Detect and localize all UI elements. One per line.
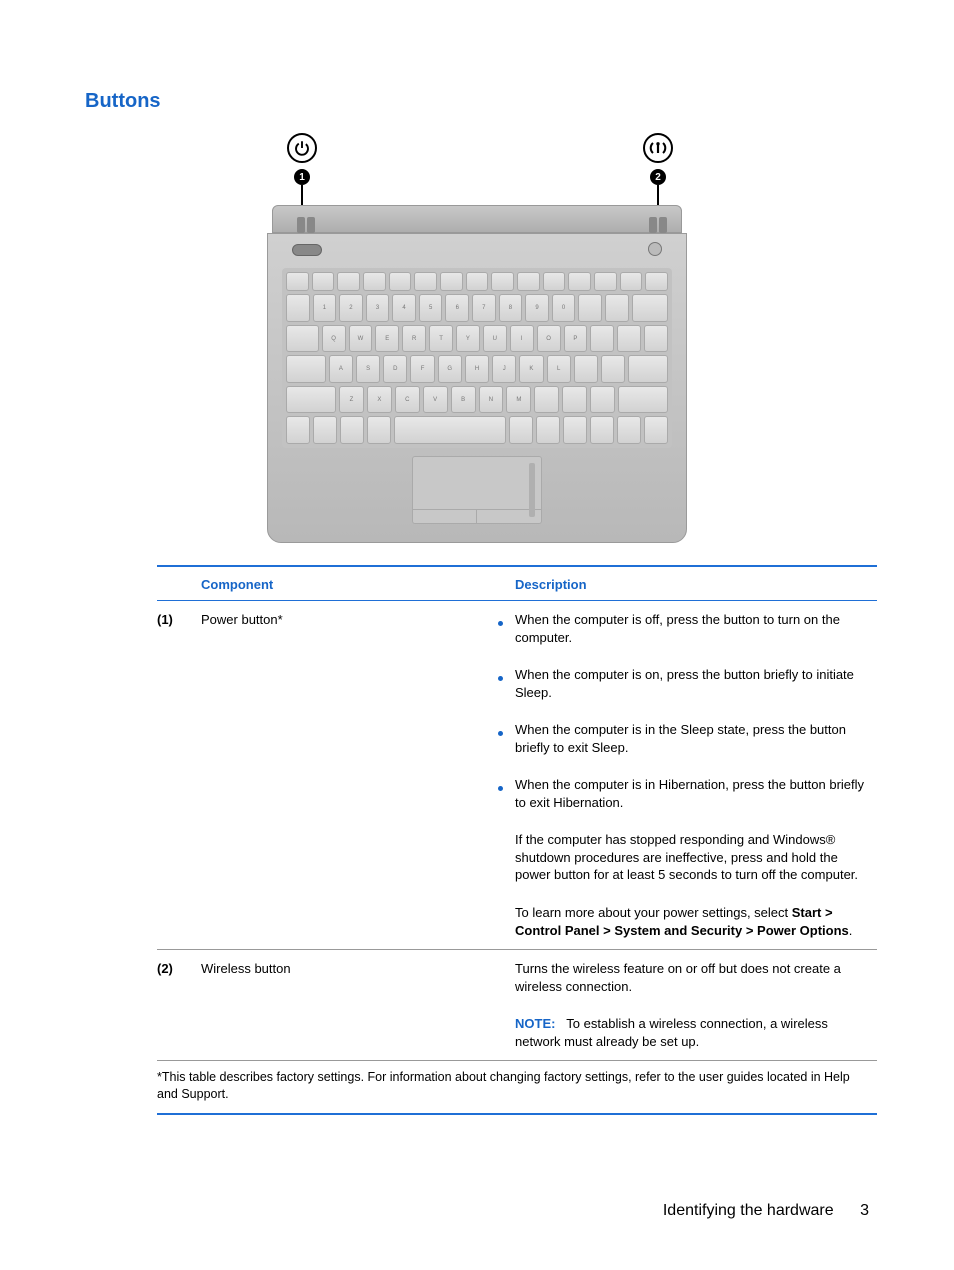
laptop-lid: [272, 205, 682, 233]
row1-para1: If the computer has stopped responding a…: [515, 821, 877, 894]
touchpad-graphic: [412, 456, 542, 524]
table-footnote: *This table describes factory settings. …: [157, 1061, 877, 1114]
hinge-left: [297, 217, 305, 233]
hinge-left-2: [307, 217, 315, 233]
col-header-description: Description: [515, 567, 877, 601]
callout-badge-1: 1: [294, 169, 310, 185]
page-number: 3: [860, 1202, 869, 1219]
laptop-diagram: 1 2 1234567890 QWERTYUIOP ASDFGHJKL ZXCV…: [267, 133, 687, 543]
wireless-button-graphic: [648, 242, 662, 256]
laptop-base: 1234567890 QWERTYUIOP ASDFGHJKL ZXCVBNM: [267, 233, 687, 543]
row1-num: (1): [157, 601, 201, 657]
bullet-icon: [491, 766, 515, 821]
row2-para1: Turns the wireless feature on or off but…: [515, 950, 877, 1006]
col-header-component: Component: [201, 567, 491, 601]
keyboard-graphic: 1234567890 QWERTYUIOP ASDFGHJKL ZXCVBNM: [282, 268, 672, 448]
row1-para2-pre: To learn more about your power settings,…: [515, 905, 792, 920]
diagram-container: 1 2 1234567890 QWERTYUIOP ASDFGHJKL ZXCV…: [85, 133, 869, 543]
row1-para2: To learn more about your power settings,…: [515, 894, 877, 950]
row1-bullet3: When the computer is in the Sleep state,…: [515, 711, 877, 766]
row2-num: (2): [157, 950, 201, 1006]
page-footer: Identifying the hardware 3: [663, 1202, 869, 1220]
power-icon: [287, 133, 317, 163]
note-label: NOTE:: [515, 1016, 555, 1031]
components-table: Component Description (1) Power button* …: [157, 567, 877, 1115]
col-header-blank: [157, 567, 201, 601]
row1-bullet2: When the computer is on, press the butto…: [515, 656, 877, 711]
note-text: To establish a wireless connection, a wi…: [515, 1016, 828, 1049]
row1-para2-post: .: [849, 923, 853, 938]
footer-text: Identifying the hardware: [663, 1202, 834, 1219]
row2-note: NOTE: To establish a wireless connection…: [515, 1005, 877, 1061]
col-header-spacer: [491, 567, 515, 601]
hinge-right-2: [659, 217, 667, 233]
callout-badge-2: 2: [650, 169, 666, 185]
hinge-right: [649, 217, 657, 233]
row1-bullet4: When the computer is in Hibernation, pre…: [515, 766, 877, 821]
row1-bullet1: When the computer is off, press the butt…: [515, 601, 877, 657]
power-button-graphic: [292, 244, 322, 256]
row1-component: Power button*: [201, 601, 491, 657]
wireless-icon: [643, 133, 673, 163]
row2-component: Wireless button: [201, 950, 491, 1006]
bullet-icon: [491, 656, 515, 711]
bullet-icon: [491, 601, 515, 657]
section-title: Buttons: [85, 90, 869, 113]
bullet-icon: [491, 711, 515, 766]
